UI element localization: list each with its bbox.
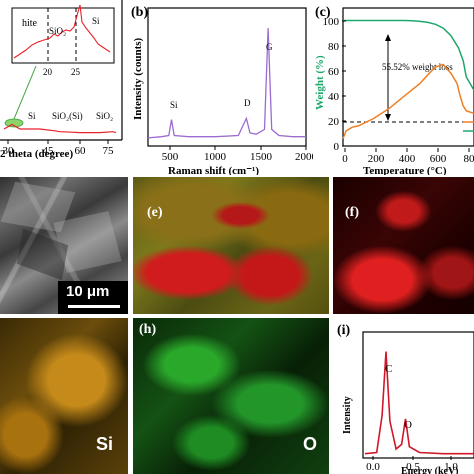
tga-chart: (c) Weight (%) 55.52% weight loss 0 200 40… [314, 5, 474, 175]
xrd-inset-frame [11, 7, 115, 64]
tga-x-axis-label: Temperature (°C) [363, 165, 447, 175]
tga-y-tick-label: 60 [328, 66, 340, 78]
raman-spectrum-curve [147, 28, 306, 139]
xrd-chart: hite SiO₂ Si 20 25 Si SiO₂(Si) SiO₂ 30 45… [0, 0, 123, 160]
panel-a-xrd: hite SiO₂ Si 20 25 Si SiO₂(Si) SiO₂ 30 45… [0, 0, 128, 160]
xrd-peak-label-si: Si [28, 111, 36, 121]
tga-heatflow-curve [342, 63, 474, 139]
raman-y-axis-label: Intensity (counts) [132, 37, 144, 120]
tga-x-tick-label: 400 [399, 153, 416, 165]
tga-x-tick-label: 600 [430, 153, 447, 165]
sem-scalebar-label: 10 μm [66, 283, 110, 300]
eds-spectrum-chart: (i) Intensity C O 0.0 0.5 1.0 Energy (keV) [337, 323, 474, 474]
panel-label-h: (h) [139, 322, 157, 337]
panel-f-carbon-map: (f) [333, 177, 474, 314]
tga-y-axis-label: Weight (%) [314, 55, 326, 110]
xrd-main-curve [3, 123, 117, 134]
eds-peak-c: C [385, 363, 392, 375]
raman-peak-si: Si [170, 100, 178, 110]
xrd-peak-label-sio2si: SiO₂(Si) [52, 111, 83, 121]
panel-c-tga: (c) Weight (%) 55.52% weight loss 0 200 40… [313, 0, 474, 175]
raman-peak-g: G [266, 42, 273, 52]
tga-x-tick-label: 200 [368, 153, 385, 165]
panel-d-sem-image: 10 μm [0, 177, 128, 314]
eds-tick-label: 0.0 [366, 461, 380, 473]
eds-y-axis-label: Intensity [342, 396, 353, 434]
raman-tick-group: 500 1000 1500 2000 [162, 146, 313, 163]
tga-weight-loss-annotation: 55.52% weight loss [382, 62, 453, 72]
tga-x-tick-label: 80 [464, 153, 474, 165]
xrd-tick-group: 30 45 60 75 [3, 140, 115, 157]
eds-tick-label: 0.5 [406, 461, 420, 473]
xrd-zoom-connector [13, 65, 37, 120]
raman-x-axis-label: Raman shift (cm⁻¹) [168, 165, 259, 175]
panel-e-eds-overlay: (e) [133, 177, 329, 314]
tga-y-tick-label: 40 [328, 91, 340, 103]
xrd-inset-legend: hite [22, 18, 38, 29]
panel-h-oxygen-map: (h) O [133, 318, 329, 474]
tga-y-tick-label: 20 [328, 116, 340, 128]
xrd-inset-tick-20: 20 [43, 67, 53, 77]
raman-plot-frame [147, 7, 307, 147]
panel-label-c: (c) [315, 5, 331, 20]
tga-x-tick-label: 0 [342, 153, 348, 165]
oxygen-map-element-label: O [303, 434, 318, 454]
eds-tick-group: 0.0 0.5 1.0 [366, 456, 458, 473]
xrd-tick-label: 60 [75, 145, 87, 157]
xrd-inset-sio2-label: SiO₂ [49, 26, 66, 36]
tga-plot-frame [342, 7, 474, 147]
xrd-inset-tick-25: 25 [71, 67, 81, 77]
si-map-element-label: Si [96, 434, 114, 454]
panel-g-si-map: Si [0, 318, 128, 474]
eds-plot-frame [362, 331, 474, 459]
raman-tick-label: 500 [162, 151, 179, 163]
raman-tick-label: 1000 [204, 151, 227, 163]
xrd-tick-label: 45 [43, 145, 55, 157]
raman-tick-label: 2000 [295, 151, 313, 163]
xrd-inset-curve [13, 4, 111, 59]
tga-weight-curve [343, 19, 474, 91]
tga-y-tick-label: 0 [334, 141, 340, 153]
tga-y-tick-label: 100 [323, 16, 340, 28]
sem-scalebar-background [58, 281, 128, 314]
xrd-x-axis-label: 2 theta (degree) [0, 148, 73, 160]
panel-label-e: (e) [147, 205, 163, 220]
eds-spectrum-curve [364, 351, 474, 455]
xrd-tick-label: 30 [3, 145, 15, 157]
panel-label-b: (b) [131, 5, 148, 20]
tga-y-tick-label: 80 [328, 41, 340, 53]
xrd-inset-si-label: Si [92, 16, 100, 26]
xrd-tick-label: 75 [103, 145, 115, 157]
sem-scalebar-line [68, 305, 120, 308]
raman-chart: (b) Intensity (counts) Si D G 500 1000 150… [131, 5, 313, 175]
panel-i-eds-spectrum: (i) Intensity C O 0.0 0.5 1.0 Energy (keV) [333, 318, 474, 474]
raman-tick-label: 1500 [250, 151, 273, 163]
eds-x-axis-label: Energy (keV) [401, 466, 459, 474]
panel-b-raman: (b) Intensity (counts) Si D G 500 1000 150… [128, 0, 313, 175]
raman-peak-d: D [244, 98, 251, 108]
panel-label-i: (i) [337, 323, 351, 338]
tga-arrow-head-down [385, 114, 391, 121]
eds-tick-label: 1.0 [444, 461, 458, 473]
tga-arrow-head-up [385, 34, 391, 41]
xrd-peak-label-sio2: SiO₂ [96, 111, 113, 121]
eds-peak-o: O [404, 419, 412, 431]
panel-label-f: (f) [345, 205, 359, 220]
